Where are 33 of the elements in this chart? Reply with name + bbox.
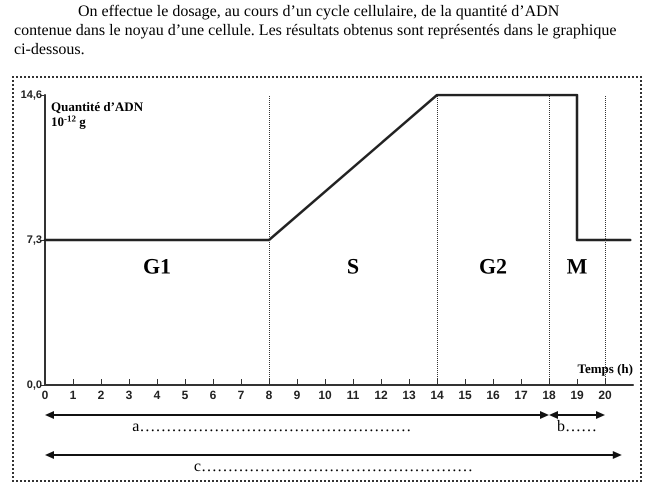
x-tick-label: 3: [126, 388, 133, 402]
x-axis-title: Temps (h): [577, 361, 633, 376]
x-tick-label: 17: [514, 388, 528, 402]
chart-title: On effectue le dosage, au cours d’un cycle cellulaire, de la quantité d’ADN contenue dans le noyau d’une cellule. Les résultats obtenus sont représentés dans le graphique ci-dessous.: [14, 2, 618, 59]
x-tick-label: 7: [238, 388, 245, 402]
x-tick-label: 8: [266, 388, 273, 402]
y-tick-label: 14,6: [20, 89, 42, 101]
x-tick-label: 10: [318, 388, 332, 402]
annotation: G1: [142, 254, 172, 279]
x-tick-label: 11: [346, 388, 360, 402]
x-tick-label: 4: [154, 388, 161, 402]
x-tick-label: 18: [542, 388, 556, 402]
x-tick-label: 13: [402, 388, 416, 402]
annotation: M: [566, 254, 588, 279]
text: c……………………………………………: [194, 458, 473, 476]
x-tick-label: 20: [598, 388, 612, 402]
x-tick-label: 12: [374, 388, 388, 402]
x-tick-label: 14: [430, 388, 444, 402]
x-tick-label: 5: [182, 388, 189, 402]
x-tick-label: 15: [458, 388, 472, 402]
x-tick-label: 9: [294, 388, 301, 402]
annotation: S: [346, 254, 360, 279]
text: a……………………………………………: [132, 418, 412, 436]
x-tick-label: 1: [70, 388, 77, 402]
x-tick-label: 0: [42, 388, 49, 402]
x-tick-label: 6: [210, 388, 217, 402]
annotation: G2: [478, 254, 508, 279]
y-tick-label: 7,3: [26, 234, 42, 246]
x-tick-label: 16: [486, 388, 500, 402]
x-tick-label: 19: [570, 388, 584, 402]
y-tick-label: 0,0: [26, 379, 42, 391]
text: b……: [557, 418, 597, 436]
x-tick-label: 2: [98, 388, 105, 402]
